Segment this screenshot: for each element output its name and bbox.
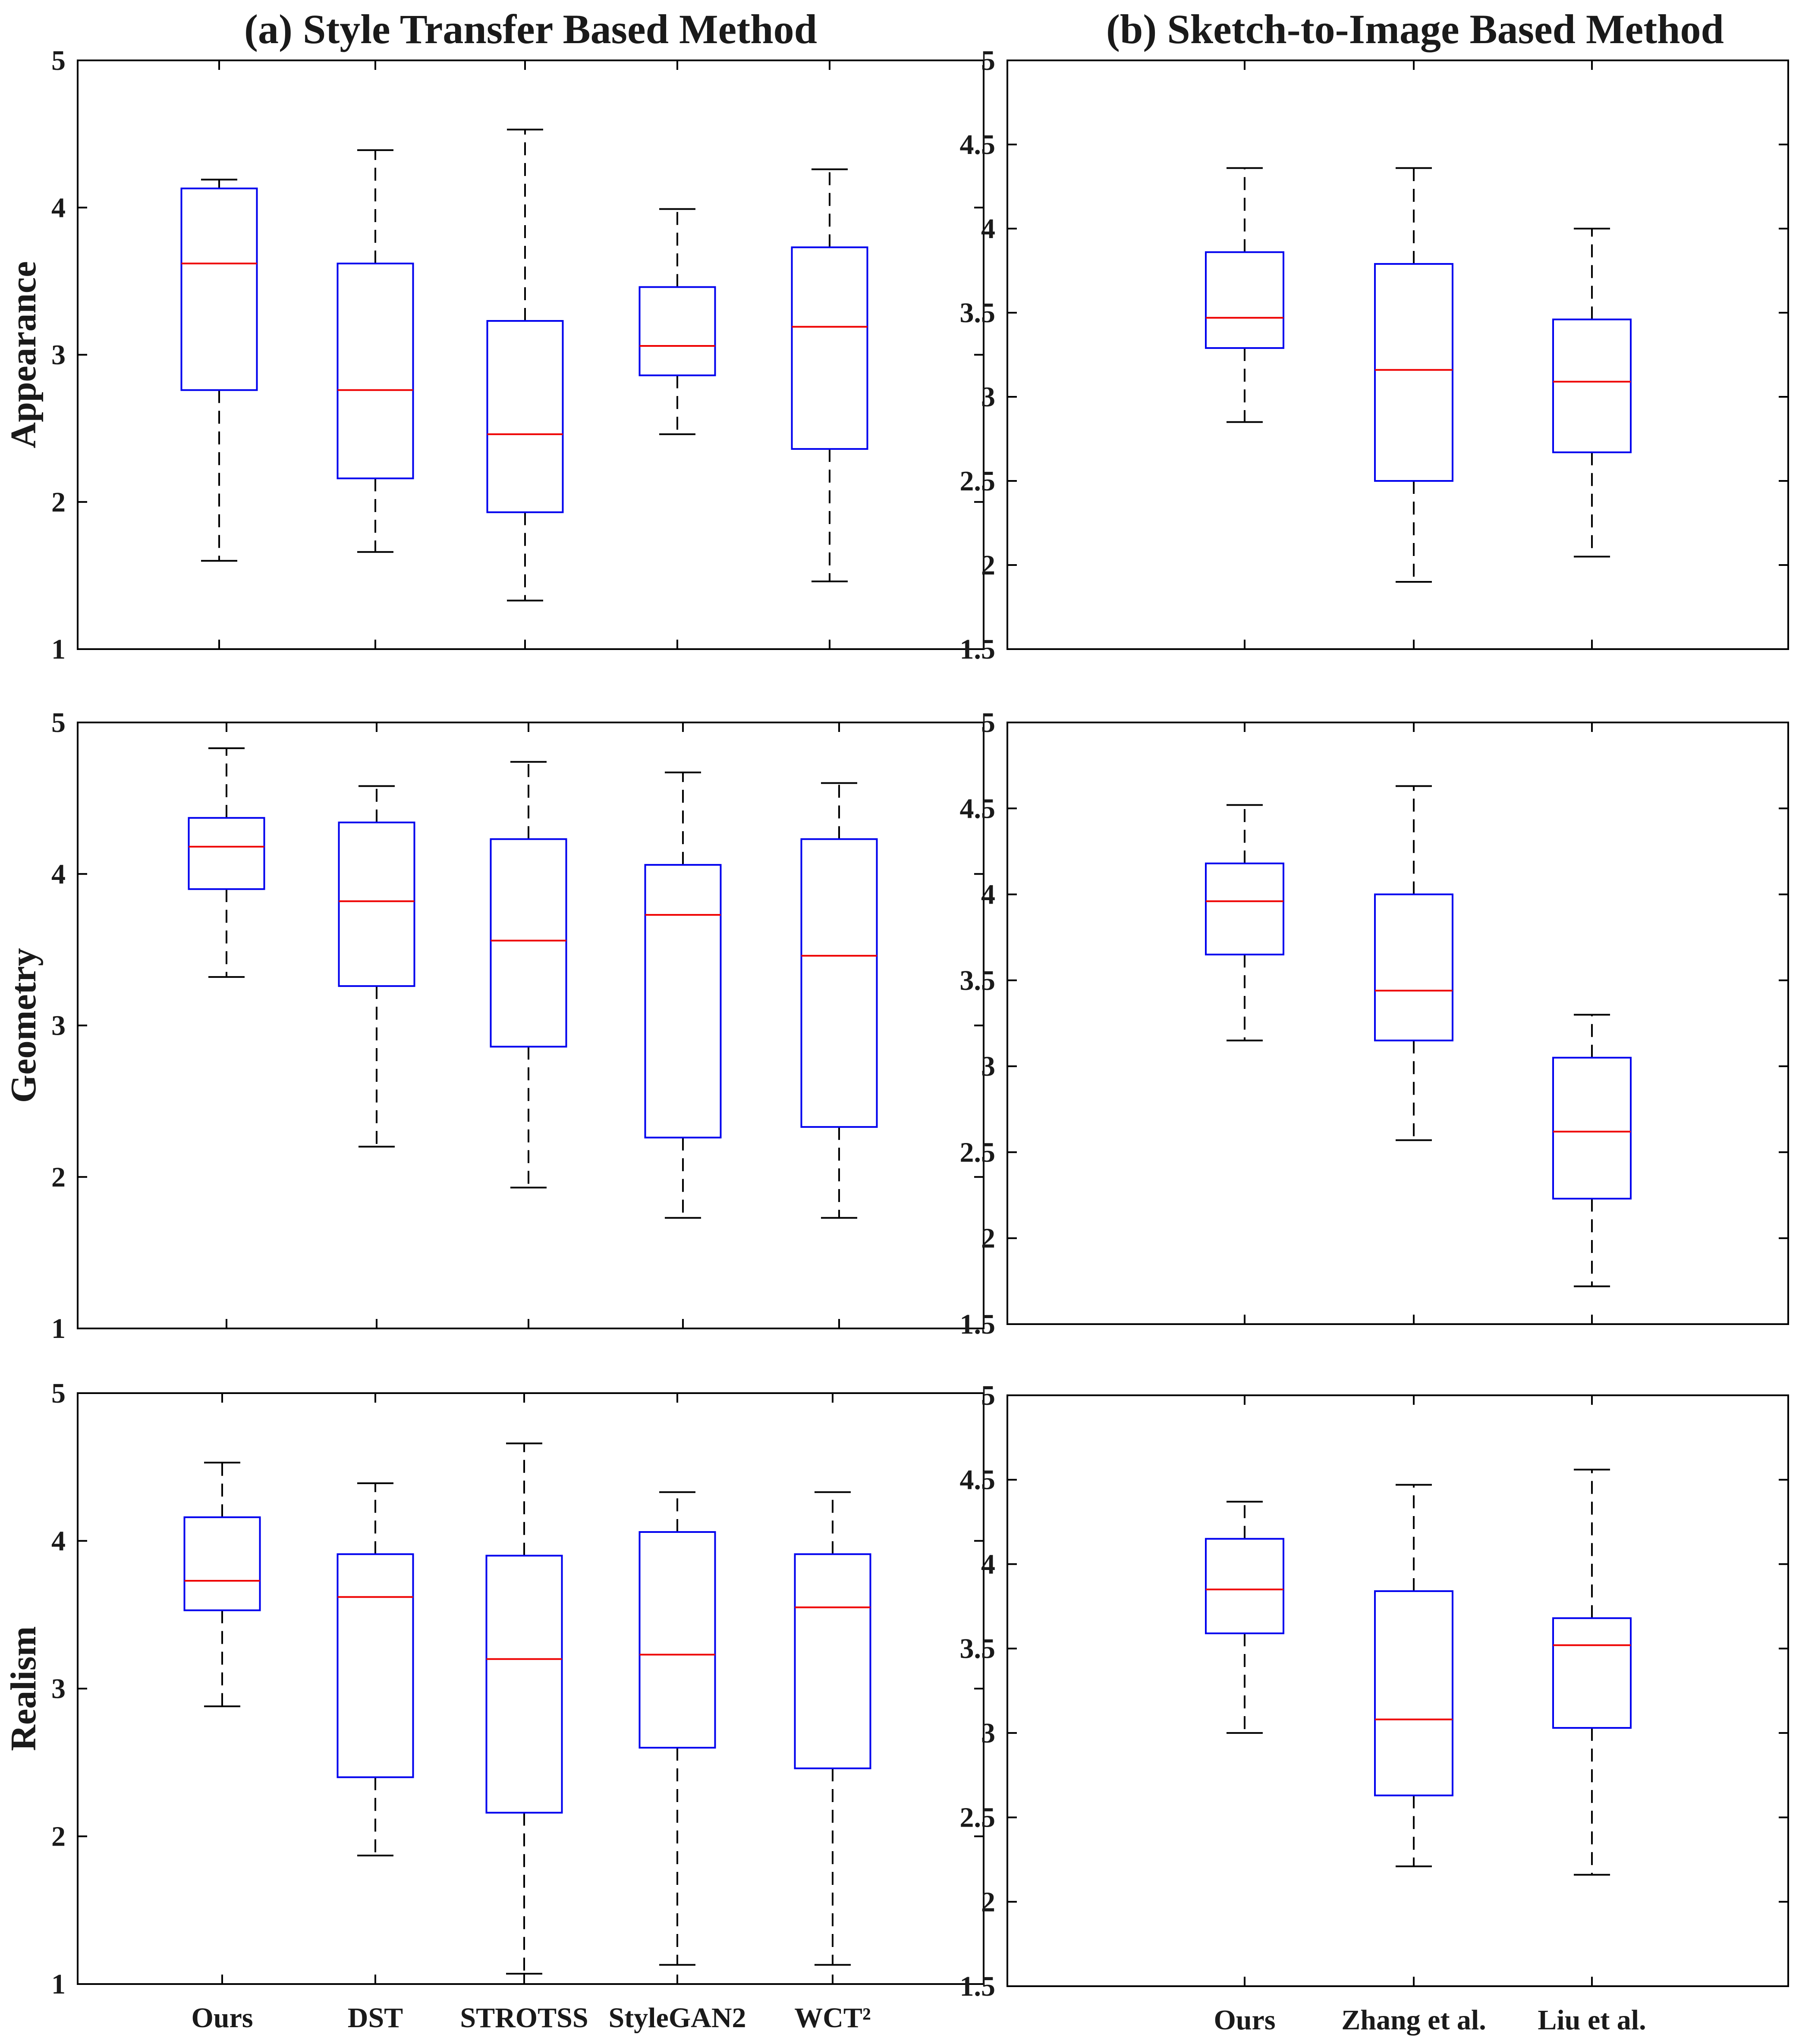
x-category-label: Liu et al. <box>1538 2004 1646 2036</box>
iqr-box <box>337 262 414 480</box>
iqr-box <box>1374 263 1453 482</box>
iqr-box <box>188 817 265 890</box>
y-tick-label: 5 <box>51 707 66 738</box>
y-axis-label: Appearance <box>3 261 44 449</box>
y-tick-label: 2 <box>981 1886 995 1918</box>
y-tick-label: 5 <box>51 45 66 76</box>
y-tick-label: 1.5 <box>960 1309 996 1340</box>
y-axis-label: Geometry <box>3 948 44 1103</box>
y-tick-label: 4 <box>981 213 995 245</box>
y-tick-label: 1.5 <box>960 634 996 665</box>
y-tick-label: 3.5 <box>960 297 996 329</box>
x-category-label: DST <box>348 2002 403 2034</box>
iqr-box <box>183 1516 261 1611</box>
iqr-box <box>486 320 564 513</box>
y-tick-label: 3 <box>981 1717 995 1749</box>
iqr-box <box>338 821 415 987</box>
y-tick-label: 3 <box>51 1673 66 1705</box>
y-tick-label: 3 <box>51 339 66 371</box>
y-tick-label: 1 <box>51 1313 66 1344</box>
plot-frame <box>1006 60 1789 650</box>
iqr-box <box>638 286 716 377</box>
y-tick-label: 4.5 <box>960 793 996 824</box>
y-tick-label: 1 <box>51 1969 66 2000</box>
iqr-box <box>180 187 258 391</box>
y-tick-label: 2.5 <box>960 1137 996 1168</box>
x-category-label: STROTSS <box>460 2002 588 2034</box>
y-tick-label: 2 <box>51 1162 66 1193</box>
iqr-box <box>800 838 878 1128</box>
y-tick-label: 2.5 <box>960 465 996 497</box>
iqr-box <box>1374 1590 1453 1796</box>
y-tick-label: 5 <box>51 1378 66 1409</box>
x-category-label: Ours <box>1214 2004 1275 2036</box>
y-tick-label: 5 <box>981 707 995 738</box>
iqr-box <box>644 864 722 1139</box>
y-tick-label: 1.5 <box>960 1971 996 2002</box>
iqr-box <box>1552 318 1632 453</box>
y-tick-label: 2 <box>51 1821 66 1852</box>
y-tick-label: 2 <box>51 487 66 518</box>
iqr-box <box>1552 1057 1632 1200</box>
x-category-label: Zhang et al. <box>1341 2004 1486 2036</box>
plot-frame <box>1006 722 1789 1325</box>
iqr-box <box>1205 251 1284 349</box>
x-category-label: Ours <box>191 2002 253 2034</box>
iqr-box <box>485 1554 563 1814</box>
iqr-box <box>638 1531 716 1749</box>
panel-title: (a) Style Transfer Based Method <box>244 6 817 52</box>
y-tick-label: 4 <box>981 879 995 911</box>
x-category-label: WCT² <box>794 2002 871 2034</box>
iqr-box <box>1552 1617 1632 1729</box>
iqr-box <box>490 838 567 1048</box>
y-tick-label: 3.5 <box>960 1633 996 1664</box>
iqr-box <box>1374 893 1453 1042</box>
y-tick-label: 4.5 <box>960 129 996 160</box>
y-tick-label: 3.5 <box>960 965 996 996</box>
y-tick-label: 5 <box>981 1380 995 1411</box>
y-tick-label: 4 <box>51 192 66 223</box>
plot-frame <box>77 722 984 1329</box>
iqr-box <box>337 1553 414 1778</box>
y-tick-label: 2 <box>981 1223 995 1254</box>
plot-frame <box>77 1392 984 1985</box>
y-tick-label: 3 <box>981 1051 995 1082</box>
y-tick-label: 2 <box>981 549 995 581</box>
y-tick-label: 3 <box>51 1010 66 1042</box>
y-tick-label: 2.5 <box>960 1802 996 1834</box>
x-category-label: StyleGAN2 <box>609 2002 746 2034</box>
y-tick-label: 4.5 <box>960 1464 996 1496</box>
iqr-box <box>1205 1538 1284 1634</box>
y-tick-label: 3 <box>981 381 995 413</box>
y-tick-label: 4 <box>51 858 66 890</box>
y-tick-label: 5 <box>981 45 995 76</box>
plot-frame <box>1006 1394 1789 1987</box>
panel-title: (b) Sketch-to-Image Based Method <box>1106 6 1724 52</box>
y-axis-label: Realism <box>3 1626 44 1751</box>
y-tick-label: 4 <box>51 1526 66 1557</box>
y-tick-label: 1 <box>51 634 66 665</box>
iqr-box <box>1205 862 1284 956</box>
y-tick-label: 4 <box>981 1548 995 1580</box>
iqr-box <box>791 246 868 450</box>
iqr-box <box>794 1553 871 1769</box>
